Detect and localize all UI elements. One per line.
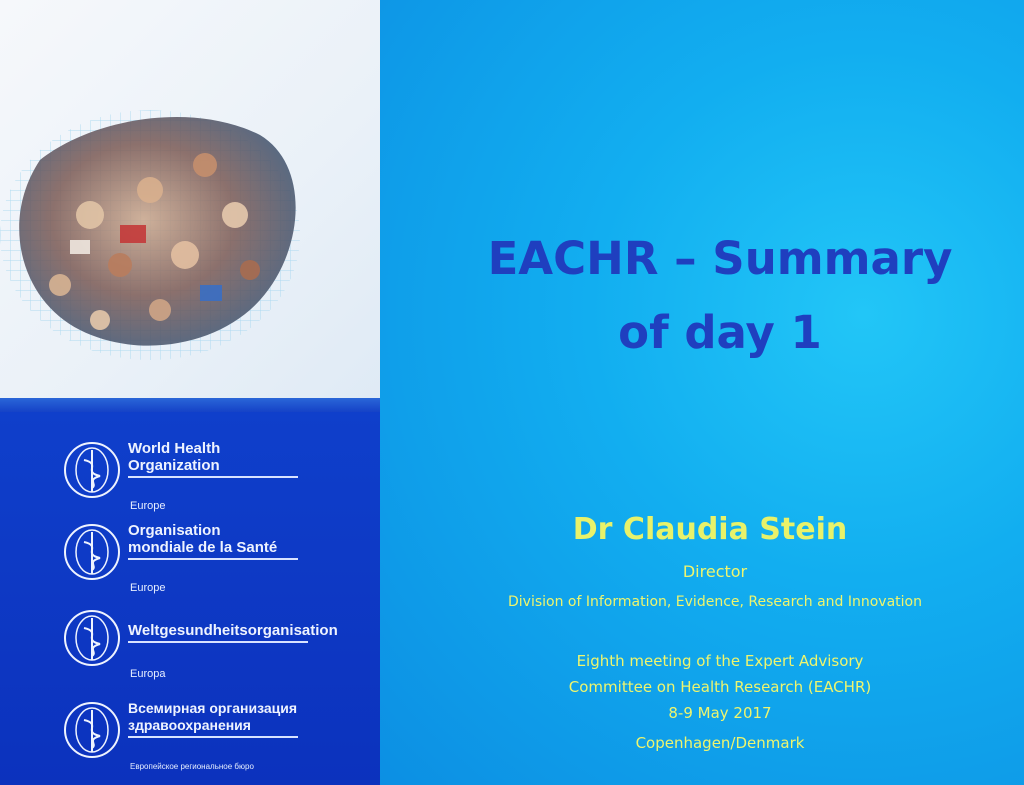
title-panel xyxy=(380,0,1024,785)
org-name-line2: mondiale de la Santé xyxy=(128,539,278,556)
region-label: Europa xyxy=(130,668,166,680)
who-logo-russian: Всемирная организация здравоохранения xyxy=(62,700,298,760)
region-label: Europe xyxy=(130,500,166,512)
org-name-line2: здравоохранения xyxy=(128,717,251,733)
org-name-line1: World Health xyxy=(128,440,221,457)
slide-title: EACHR – Summary of day 1 xyxy=(380,222,1024,370)
panel-divider xyxy=(0,398,385,412)
org-name-line1: Всемирная организация xyxy=(128,700,298,716)
left-panel: World Health Organization Europe Organis… xyxy=(0,0,390,785)
org-rule xyxy=(128,736,298,738)
org-name-line1: Weltgesundheitsorganisation xyxy=(128,622,338,639)
meeting-line2: Committee on Health Research (EACHR) xyxy=(568,678,872,696)
meeting-line1: Eighth meeting of the Expert Advisory xyxy=(576,652,864,670)
who-emblem-icon xyxy=(64,524,120,580)
region-label: Europe xyxy=(130,582,166,594)
meeting-location: Copenhagen/Denmark xyxy=(635,734,805,752)
presenter-name: Dr Claudia Stein xyxy=(572,512,848,547)
who-logo-block: World Health Organization Europe Organis… xyxy=(0,412,385,785)
who-emblem-icon xyxy=(64,442,120,498)
org-name-line1: Organisation xyxy=(128,522,221,539)
meeting-dates: 8-9 May 2017 xyxy=(668,704,772,722)
org-rule xyxy=(128,476,298,478)
who-logo-french: Organisation mondiale de la Santé xyxy=(62,522,298,582)
slide-title-line1: EACHR – Summary xyxy=(487,232,953,285)
presenter-role: Director xyxy=(682,562,748,581)
who-emblem-icon xyxy=(64,610,120,666)
org-rule xyxy=(128,558,298,560)
region-label: Европейское региональное бюро xyxy=(130,762,254,771)
people-globe-graphic xyxy=(0,110,300,360)
globe-image xyxy=(0,0,385,400)
who-logo-german: Weltgesundheitsorganisation xyxy=(62,608,338,668)
org-name-line2: Organization xyxy=(128,457,220,474)
who-emblem-icon xyxy=(64,702,120,758)
slide-title-line2: of day 1 xyxy=(618,306,822,359)
presenter-division: Division of Information, Evidence, Resea… xyxy=(508,594,922,610)
org-rule xyxy=(128,641,308,643)
who-logo-english: World Health Organization xyxy=(62,440,298,500)
